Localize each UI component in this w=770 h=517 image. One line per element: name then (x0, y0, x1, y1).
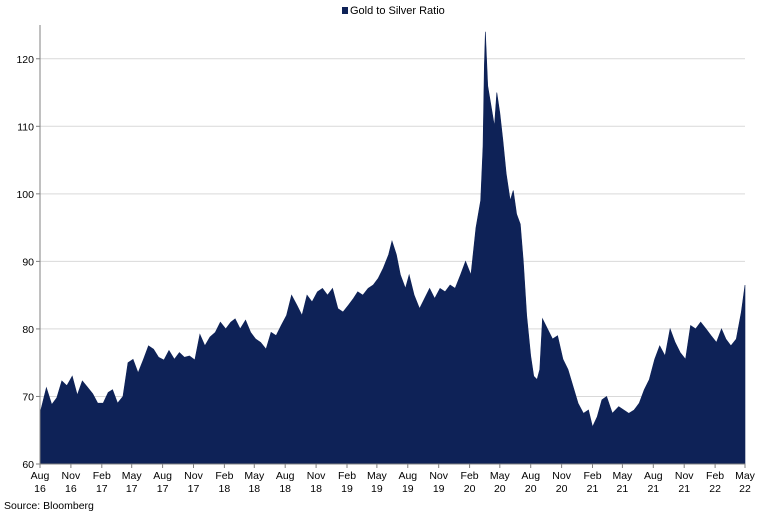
x-tick-label-year: 17 (188, 483, 200, 495)
x-tick-label-month: May (612, 470, 633, 482)
y-tick-label: 90 (22, 256, 34, 268)
x-tick-label-year: 19 (402, 483, 414, 495)
x-tick-label-month: Aug (644, 470, 663, 482)
x-tick-label-year: 20 (525, 483, 537, 495)
x-tick-label-year: 17 (96, 483, 108, 495)
x-tick-label-year: 19 (433, 483, 445, 495)
x-tick-label-month: May (735, 470, 756, 482)
x-tick-label-year: 21 (587, 483, 599, 495)
y-tick-label: 80 (22, 324, 34, 336)
x-tick-label-month: Aug (398, 470, 417, 482)
source-note: Source: Bloomberg (4, 500, 94, 512)
y-axis-labels: 60 70 80 90 100 110 120 (16, 54, 34, 471)
x-tick-label-year: 19 (371, 483, 383, 495)
x-tick-label-month: Feb (583, 470, 601, 482)
x-axis-labels: Aug16Nov16Feb17May17Aug17Nov17Feb18May18… (31, 470, 756, 495)
legend-swatch (342, 7, 348, 14)
x-tick-label-month: Nov (307, 470, 326, 482)
x-tick-label-year: 21 (678, 483, 690, 495)
x-tick-label-year: 18 (219, 483, 231, 495)
x-tick-label-month: Nov (675, 470, 694, 482)
x-tick-label-month: May (244, 470, 265, 482)
y-tick-label: 100 (16, 189, 34, 201)
x-tick-label-month: Aug (31, 470, 50, 482)
x-tick-label-month: Feb (338, 470, 356, 482)
y-tick-label: 70 (22, 391, 34, 403)
x-tick-label-year: 20 (556, 483, 568, 495)
x-tick-label-month: Feb (461, 470, 479, 482)
x-tick-label-month: Nov (429, 470, 448, 482)
x-tick-label-month: Nov (62, 470, 81, 482)
x-tick-label-year: 18 (310, 483, 322, 495)
x-tick-label-month: Feb (706, 470, 724, 482)
legend-label: Gold to Silver Ratio (350, 5, 445, 17)
chart-legend: Gold to Silver Ratio (342, 5, 445, 17)
x-tick-label-month: Nov (184, 470, 203, 482)
x-tick-label-month: May (367, 470, 388, 482)
x-tick-label-year: 18 (248, 483, 260, 495)
x-tick-label-month: May (122, 470, 143, 482)
plot-area (39, 31, 746, 465)
x-tick-label-year: 20 (494, 483, 506, 495)
y-tick-label: 110 (17, 121, 34, 133)
x-tick-label-month: Aug (276, 470, 295, 482)
axes (36, 25, 746, 468)
x-tick-label-year: 22 (739, 483, 751, 495)
x-tick-label-year: 21 (647, 483, 659, 495)
y-tick-label: 120 (16, 54, 34, 66)
x-tick-label-year: 16 (34, 483, 46, 495)
x-tick-label-month: Aug (521, 470, 540, 482)
x-tick-label-year: 17 (126, 483, 138, 495)
x-tick-label-year: 21 (617, 483, 629, 495)
y-tick-label: 60 (22, 459, 34, 471)
series-area (39, 31, 746, 465)
x-tick-label-year: 18 (279, 483, 291, 495)
x-tick-label-month: May (490, 470, 511, 482)
x-tick-label-year: 20 (464, 483, 476, 495)
x-tick-label-year: 22 (709, 483, 721, 495)
x-tick-label-year: 19 (341, 483, 353, 495)
x-tick-label-month: Feb (215, 470, 233, 482)
x-tick-label-month: Nov (552, 470, 571, 482)
x-tick-label-month: Aug (153, 470, 172, 482)
x-tick-label-year: 16 (65, 483, 77, 495)
x-tick-label-year: 17 (157, 483, 169, 495)
x-tick-label-month: Feb (93, 470, 111, 482)
